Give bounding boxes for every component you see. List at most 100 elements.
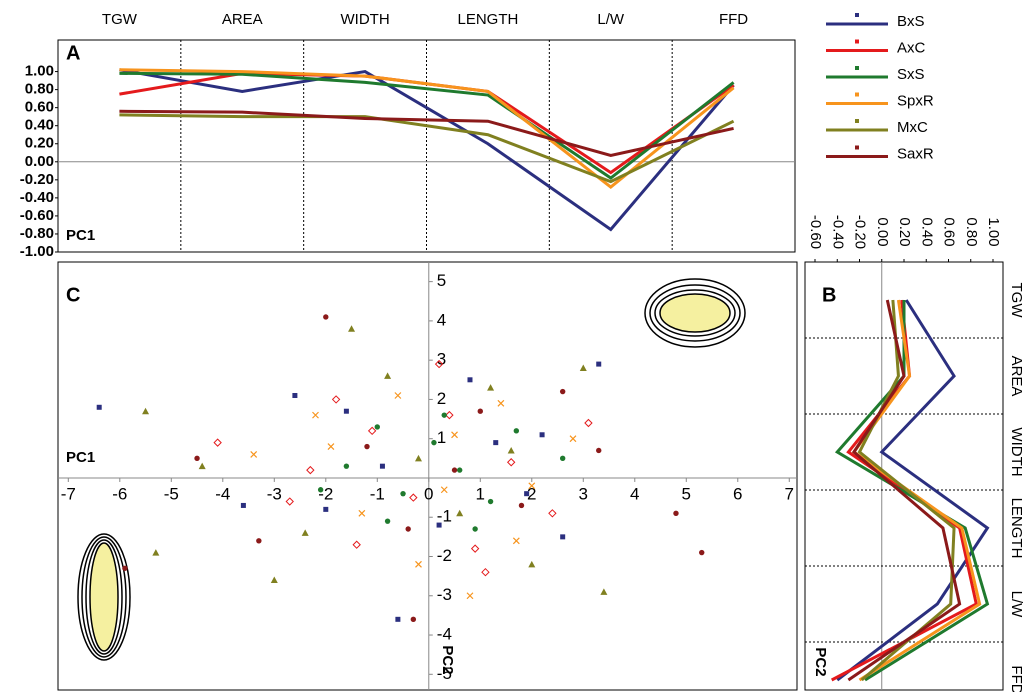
category-label: FFD: [719, 11, 748, 28]
point: [466, 592, 474, 600]
x-tick-label: -0.40: [829, 215, 846, 249]
point: [250, 450, 258, 458]
series-line: [834, 300, 990, 682]
point: [467, 377, 473, 383]
y-tick-label: 0.80: [25, 81, 54, 98]
point: [472, 526, 478, 532]
point: [327, 443, 335, 450]
point: [331, 395, 341, 404]
point: [152, 549, 160, 556]
legend-marker: [855, 66, 859, 70]
legend-marker: [855, 13, 859, 17]
point: [384, 518, 391, 524]
y-tick-label: -0.20: [20, 171, 54, 188]
legend-label: SaxR: [897, 145, 934, 162]
y-tick-label: -5: [437, 664, 452, 683]
y-tick-label: 1: [437, 428, 446, 447]
y-tick-label: -0.40: [20, 189, 54, 206]
point: [528, 560, 536, 568]
point: [699, 549, 705, 556]
point: [470, 544, 480, 553]
point: [436, 522, 442, 528]
point: [487, 498, 494, 505]
category-label: LENGTH: [1008, 498, 1025, 559]
series-line: [119, 109, 734, 158]
point: [431, 439, 437, 446]
y-tick-label: 4: [437, 310, 446, 329]
point: [456, 467, 463, 473]
point: [394, 392, 402, 399]
series-line: [847, 299, 962, 682]
point: [384, 372, 392, 379]
ellipse-icon-wide: [644, 278, 746, 348]
point: [358, 509, 366, 517]
y-tick-label: -1.00: [20, 243, 54, 260]
point: [559, 388, 566, 395]
series-line: [119, 113, 735, 184]
x-tick-label: -0.60: [807, 215, 824, 249]
point: [559, 455, 566, 462]
point: [569, 435, 577, 443]
y-tick-label: 5: [437, 271, 446, 290]
y-tick-label: -0.60: [20, 207, 54, 224]
legend-label: SxS: [897, 66, 925, 83]
legend-label: SpxR: [897, 92, 934, 109]
legend-marker: [855, 145, 859, 150]
x-tick-label: 1.00: [985, 217, 1002, 246]
point: [379, 463, 385, 469]
point: [506, 458, 516, 467]
x-tick-label: 4: [630, 484, 639, 503]
category-label: AREA: [1008, 356, 1025, 397]
point: [374, 424, 380, 430]
point: [367, 426, 377, 436]
category-label: AREA: [222, 11, 263, 28]
point: [323, 506, 329, 512]
series-line: [119, 68, 735, 232]
point: [451, 467, 458, 473]
point: [560, 534, 566, 540]
category-label: L/W: [597, 11, 625, 28]
panel-label: C: [66, 284, 80, 306]
x-tick-label: 3: [579, 484, 588, 503]
category-label: L/W: [1008, 591, 1025, 619]
x-tick-label: 0: [424, 484, 433, 503]
legend-marker: [855, 39, 859, 44]
axis-label: PC1: [66, 227, 95, 244]
point: [596, 361, 602, 367]
y-tick-label: 1.00: [25, 63, 54, 80]
category-label: WIDTH: [341, 11, 390, 28]
category-label: FFD: [1008, 665, 1025, 692]
axis-label: PC1: [66, 449, 95, 466]
point: [240, 502, 246, 508]
point: [256, 538, 262, 544]
point: [270, 576, 278, 584]
series-line: [851, 299, 982, 682]
point: [513, 428, 520, 434]
axis-label: PC2: [812, 647, 829, 676]
point: [434, 359, 444, 369]
category-label: TGW: [102, 11, 138, 28]
x-tick-label: -4: [215, 484, 230, 503]
point: [481, 567, 490, 577]
point: [584, 418, 593, 428]
y-tick-label: 0.60: [25, 99, 54, 116]
point: [507, 446, 515, 454]
point: [343, 463, 350, 469]
point: [395, 616, 401, 622]
point: [405, 526, 411, 532]
x-tick-label: 7: [785, 484, 794, 503]
point: [285, 497, 294, 506]
point: [414, 454, 422, 462]
x-tick-label: 2: [527, 484, 536, 503]
x-tick-label: 6: [733, 484, 742, 503]
point: [415, 560, 422, 568]
point: [317, 487, 324, 493]
point: [301, 529, 309, 536]
point: [487, 384, 495, 391]
y-tick-label: -3: [437, 585, 452, 604]
legend-label: AxC: [897, 39, 926, 56]
point: [596, 447, 602, 454]
x-tick-label: -5: [164, 484, 179, 503]
point: [477, 408, 483, 414]
point: [306, 465, 315, 475]
